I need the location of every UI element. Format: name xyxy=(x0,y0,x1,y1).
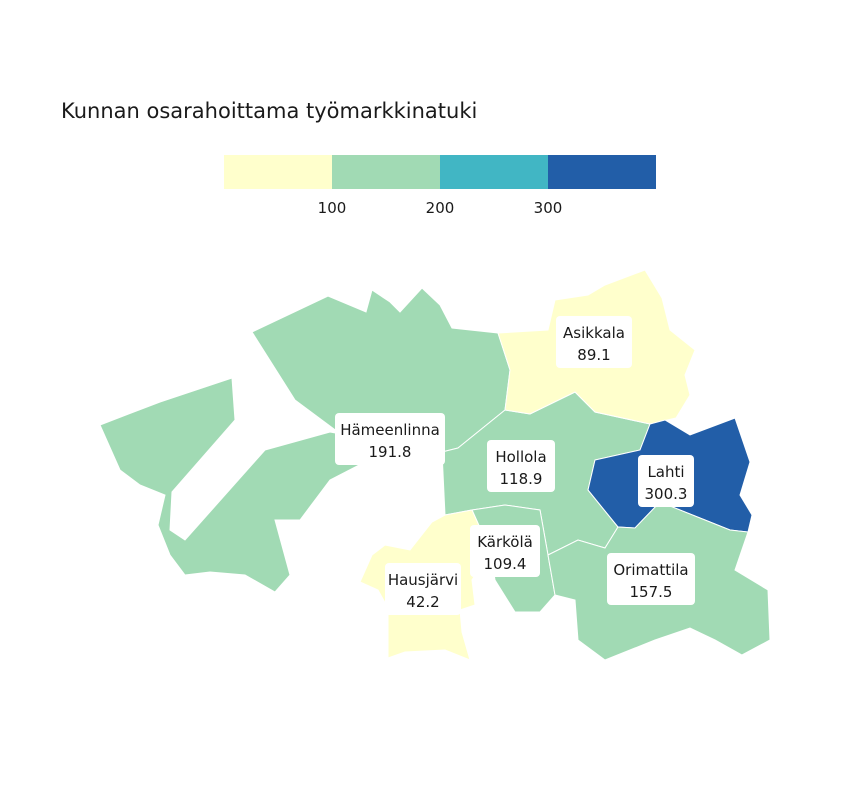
label-box-hollola xyxy=(487,440,555,492)
label-hausjarvi: Hausjärvi 42.2 xyxy=(385,563,461,615)
label-orimattila: Orimattila 157.5 xyxy=(607,553,695,605)
label-karkola: Kärkölä 109.4 xyxy=(470,525,540,577)
legend-swatch-1 xyxy=(224,155,332,189)
label-value-hollola: 118.9 xyxy=(500,470,543,488)
label-asikkala: Asikkala 89.1 xyxy=(556,316,632,368)
label-name-lahti: Lahti xyxy=(647,463,684,481)
label-box-asikkala xyxy=(556,316,632,368)
legend-tick-300: 300 xyxy=(533,199,563,217)
label-box-karkola xyxy=(470,525,540,577)
legend-tick-100: 100 xyxy=(317,199,347,217)
label-box-orimattila xyxy=(607,553,695,605)
label-box-hausjarvi xyxy=(385,563,461,615)
legend-swatch-2 xyxy=(332,155,440,189)
label-name-hameenlinna: Hämeenlinna xyxy=(340,421,440,439)
label-hameenlinna: Hämeenlinna 191.8 xyxy=(335,413,445,465)
label-name-orimattila: Orimattila xyxy=(613,561,688,579)
label-value-asikkala: 89.1 xyxy=(577,346,610,364)
label-name-hausjarvi: Hausjärvi xyxy=(388,571,458,589)
legend-tick-200: 200 xyxy=(425,199,455,217)
region-hameenlinna[interactable] xyxy=(99,287,511,593)
label-value-hausjarvi: 42.2 xyxy=(406,593,439,611)
label-lahti: Lahti 300.3 xyxy=(638,455,694,507)
label-value-lahti: 300.3 xyxy=(645,485,688,503)
legend-swatch-4 xyxy=(548,155,656,189)
map-title: Kunnan osarahoittama työmarkkinatuki xyxy=(61,99,478,123)
label-value-karkola: 109.4 xyxy=(484,555,527,573)
label-box-hameenlinna xyxy=(335,413,445,465)
label-hollola: Hollola 118.9 xyxy=(487,440,555,492)
legend-swatch-3 xyxy=(440,155,548,189)
label-value-orimattila: 157.5 xyxy=(630,583,673,601)
label-name-asikkala: Asikkala xyxy=(563,324,625,342)
label-value-hameenlinna: 191.8 xyxy=(369,443,412,461)
label-name-hollola: Hollola xyxy=(495,448,546,466)
label-name-karkola: Kärkölä xyxy=(477,533,533,551)
label-box-lahti xyxy=(638,455,694,507)
